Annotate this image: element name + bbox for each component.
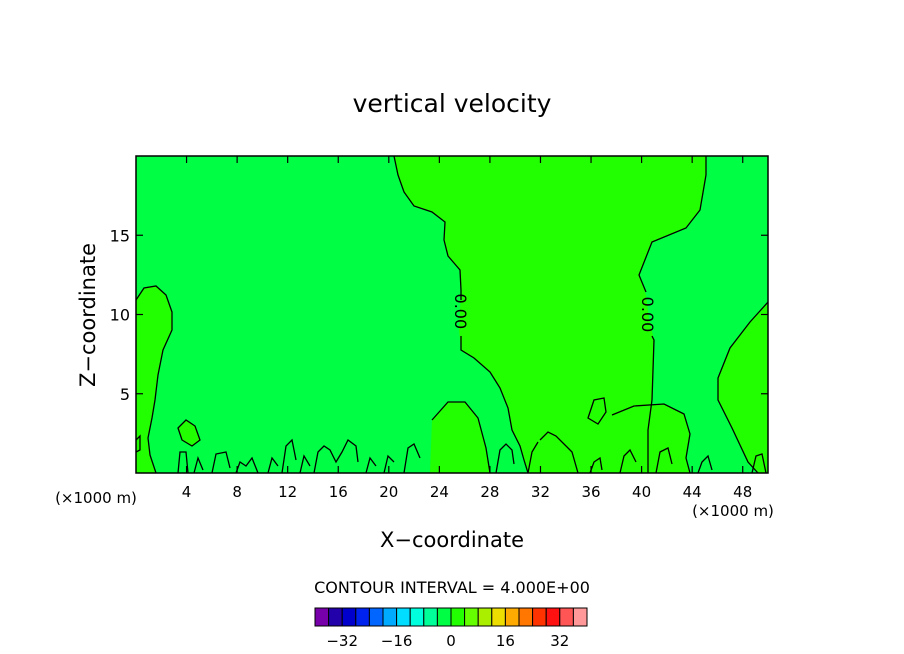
x-tick-label: 40	[632, 483, 651, 501]
contour-label: 0.00	[638, 297, 657, 333]
positive-region-blob	[430, 402, 490, 473]
x-tick-label: 8	[232, 483, 242, 501]
chart-title: vertical velocity	[353, 89, 552, 118]
colorbar-tick-label: 16	[496, 632, 515, 650]
colorbar-swatch	[423, 607, 438, 627]
colorbar-swatch	[382, 607, 398, 627]
x-tick-label: 24	[430, 483, 449, 501]
colorbar-swatch	[355, 607, 370, 627]
colorbar-swatch	[477, 607, 493, 627]
colorbar-tick-label: 0	[446, 632, 456, 650]
colorbar-swatch	[504, 607, 520, 627]
colorbar-swatch	[464, 607, 479, 627]
colorbar-swatch	[532, 607, 547, 627]
colorbar-tick-labels: −32 −16 0 16 32	[326, 632, 569, 650]
colorbar-swatch	[368, 607, 384, 627]
x-unit-left: (×1000 m)	[55, 489, 137, 507]
y-axis-label: Z−coordinate	[76, 243, 100, 387]
zero-contours	[136, 156, 768, 473]
colorbar-swatch	[559, 607, 574, 627]
colorbar-tick-label: −32	[326, 632, 358, 650]
x-tick-label: 36	[581, 483, 600, 501]
y-axis-ticks: 5 10 15	[110, 226, 768, 404]
positive-region-left	[136, 286, 172, 473]
x-tick-label: 20	[379, 483, 398, 501]
colorbar-swatch	[314, 607, 330, 627]
colorbar-swatch	[450, 607, 466, 627]
positive-region-blob	[608, 404, 690, 473]
x-axis-ticks: 4 8 12 16 20 24 28 32 36 40 44 48	[182, 156, 752, 501]
x-tick-label: 32	[531, 483, 550, 501]
colorbar-swatch	[328, 607, 343, 627]
x-axis-label: X−coordinate	[380, 528, 524, 552]
y-tick-label: 10	[110, 306, 130, 325]
colorbar-swatch	[572, 607, 588, 627]
x-tick-label: 28	[480, 483, 499, 501]
colorbar-swatch	[341, 607, 357, 627]
colorbar-swatch	[396, 607, 411, 627]
x-tick-label: 16	[329, 483, 348, 501]
colorbar	[314, 607, 588, 627]
x-tick-label: 44	[683, 483, 702, 501]
x-unit-right: (×1000 m)	[692, 502, 774, 520]
y-tick-label: 15	[110, 226, 130, 245]
x-tick-label: 4	[182, 483, 192, 501]
colorbar-swatch	[491, 607, 506, 627]
colorbar-tick-label: 32	[550, 632, 569, 650]
x-tick-label: 48	[733, 483, 752, 501]
colorbar-swatch	[436, 607, 452, 627]
colorbar-swatch	[518, 607, 534, 627]
x-tick-label: 12	[278, 483, 297, 501]
colorbar-swatch	[545, 607, 561, 627]
contour-interval-label: CONTOUR INTERVAL = 4.000E+00	[314, 578, 590, 597]
contour-label: 0.00	[451, 294, 470, 330]
colorbar-swatch	[409, 607, 425, 627]
positive-region-central	[394, 156, 706, 473]
colorbar-tick-label: −16	[381, 632, 413, 650]
y-tick-label: 5	[120, 385, 130, 404]
positive-region-right	[718, 302, 768, 473]
